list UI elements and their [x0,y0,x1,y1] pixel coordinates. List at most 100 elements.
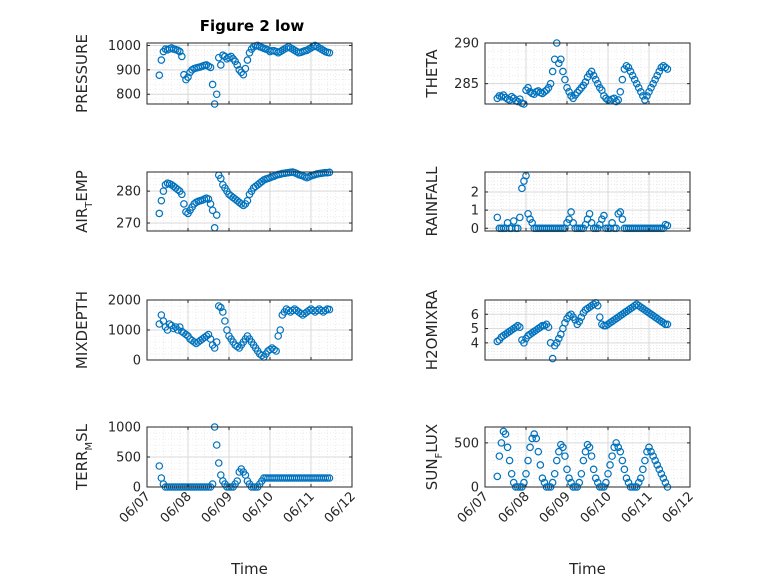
data-point [534,447,543,456]
data-point [591,75,600,84]
data-point [233,477,242,485]
data-point [513,321,522,330]
data-point [557,55,565,64]
data-point [643,92,651,100]
data-point [577,469,586,478]
data-point [509,478,518,487]
data-point [239,201,248,210]
data-point [176,323,184,331]
minor-grid [147,171,352,231]
y-axis-label-subscript: T [84,201,95,209]
data-point [212,90,221,99]
data-point [559,67,567,76]
y-tick-label: 900 [116,63,141,78]
x-tick-label: 06/09 [199,489,236,526]
data-point [593,478,602,487]
data-point [612,439,621,447]
data-point [507,92,516,101]
data-point [604,469,612,478]
x-tick-label: 06/08 [496,489,533,526]
data-point [325,305,334,314]
data-point [653,461,662,469]
y-axis-label: MIXDEPTH [73,291,91,369]
data-point [552,339,561,347]
data-point [532,434,541,443]
data-point [622,61,631,70]
data-point [548,354,557,363]
data-point [550,469,559,478]
y-axis-label: THETA [423,49,441,99]
y-axis-label: AIRTEMP [73,170,95,233]
data-point [516,323,524,331]
data-point [651,456,659,465]
data-point [589,71,598,80]
data-point [526,443,534,452]
data-point [212,338,221,346]
y-axis-label-main: THETA [423,49,441,99]
y-axis-label-main: PRESSURE [73,34,91,113]
data-point [178,190,186,199]
data-point [554,447,563,456]
data-point [663,221,672,230]
data-point [208,80,217,89]
data-point [636,88,645,96]
data-point [577,313,586,321]
data-point [649,452,657,460]
data-point [622,474,631,482]
subplot-mixdepth: 0 1000 2000 MIXDEPTH [73,291,353,369]
y-tick-label: 285 [454,77,479,92]
data-point [565,474,573,482]
data-point [632,79,641,88]
data-point [524,83,532,92]
data-point [651,75,659,84]
data-point [548,67,557,76]
data-point [323,474,332,482]
data-point [516,213,524,222]
data-point [524,456,532,465]
data-point [563,465,571,474]
y-tick-label: 0 [133,354,141,369]
data-point [563,83,571,92]
data-point [155,71,164,80]
data-point [639,92,647,100]
data-point [647,83,655,92]
data-point [657,469,666,478]
data-point [518,184,526,193]
data-point [655,67,664,76]
data-point [536,323,545,331]
data-point [593,301,602,310]
data-point [325,474,334,482]
data-point [661,63,670,72]
x-tick-label: 06/10 [240,489,277,526]
x-axis-label: Time [568,560,606,578]
data-point [208,206,217,215]
y-tick-label: 2 [471,185,479,200]
data-point [614,209,623,218]
data-point [214,459,223,467]
y-axis-label: RAINFALL [423,166,441,237]
data-point [561,75,569,84]
data-point [587,67,596,76]
data-point [204,195,213,203]
data-point [540,478,549,487]
data-point [663,65,672,73]
data-point [606,461,614,469]
data-point [206,63,215,72]
data-point [643,447,651,456]
subplot-h2omixra: 456 H2OMIXRA [423,289,691,370]
data-point [561,319,569,327]
data-point [581,447,590,456]
data-point [624,63,633,72]
data-point [559,443,567,452]
data-point [641,456,649,465]
data-point [503,443,512,452]
data-point [634,83,643,92]
data-point [598,215,606,224]
data-point [157,196,166,205]
x-tick-label: 06/10 [578,489,615,526]
y-tick-label: 0 [133,481,141,496]
x-tick-label: 06/12 [322,489,359,526]
data-point [600,321,608,330]
